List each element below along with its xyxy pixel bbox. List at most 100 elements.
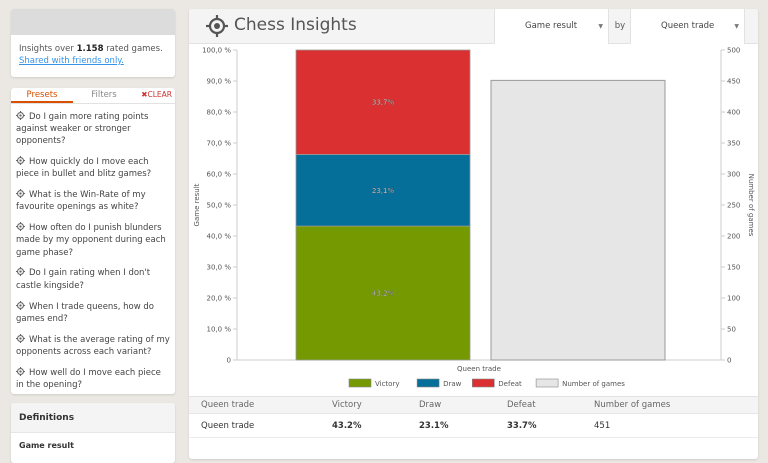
preset-question-text: What is the Win-Rate of my favourite ope…: [16, 189, 146, 213]
preset-question-text: How often do I punish blunders made by m…: [16, 223, 166, 258]
dimension-select-value: Queen trade: [661, 21, 715, 31]
y-tick-label: 90,0 %: [207, 78, 232, 86]
legend-swatch: [348, 378, 372, 388]
y2-tick-label: 500: [727, 47, 740, 55]
table-cell: Queen trade: [201, 421, 255, 431]
close-icon: ✖: [141, 90, 148, 99]
column-header[interactable]: Defeat: [507, 400, 536, 410]
chevron-down-icon: ▼: [598, 23, 603, 30]
y2-tick-label: 0: [727, 357, 731, 365]
table-row: Queen trade 43.2% 23.1% 33.7% 451: [189, 414, 758, 438]
definitions-title: Definitions: [11, 403, 175, 433]
dimension-select[interactable]: Queen trade ▼: [630, 9, 745, 44]
x-axis-title: Queen trade: [457, 365, 501, 373]
insights-summary-panel: Insights over 1.158 rated games. Shared …: [11, 9, 175, 77]
preset-question[interactable]: How often do I punish blunders made by m…: [16, 220, 170, 265]
bar-data-label: 23,1%: [372, 187, 395, 195]
summary-prefix: Insights over: [19, 44, 74, 54]
divider: [189, 396, 758, 397]
legend-label: Defeat: [498, 380, 522, 388]
target-icon: [16, 222, 25, 232]
y2-tick-label: 250: [727, 202, 740, 210]
metric-select-value: Game result: [525, 21, 578, 31]
preset-question-text: What is the average rating of my opponen…: [16, 334, 170, 357]
table-cell: 43.2%: [332, 421, 362, 431]
legend-label: Number of games: [562, 380, 625, 388]
table-header: Queen trade Victory Draw Defeat Number of ga…: [189, 397, 758, 414]
legend-label: Draw: [443, 380, 462, 388]
preset-question[interactable]: When I trade queens, how do games end?: [16, 298, 170, 331]
y2-axis-title: Number of games: [747, 174, 755, 237]
target-icon: [16, 188, 25, 198]
target-icon: [16, 300, 25, 310]
page-title: Chess Insights: [234, 15, 357, 35]
legend-swatch: [416, 378, 440, 388]
column-header[interactable]: Draw: [419, 400, 442, 410]
y-tick-label: 30,0 %: [207, 264, 232, 272]
y-axis-title: Game result: [193, 183, 201, 226]
clear-label: CLEAR: [147, 90, 173, 99]
y-tick-label: 80,0 %: [207, 109, 232, 117]
preset-question[interactable]: Do I gain more rating points against wea…: [16, 108, 170, 153]
preset-question-text: How quickly do I move each piece in bull…: [16, 156, 152, 180]
target-icon: [16, 110, 25, 120]
column-header[interactable]: Number of games: [594, 400, 671, 410]
preset-question-text: Do I gain more rating points against wea…: [16, 111, 149, 147]
y-tick-label: 40,0 %: [207, 233, 232, 241]
tab-presets[interactable]: Presets: [11, 88, 73, 103]
table-cell: 23.1%: [419, 421, 449, 431]
games-count: 1.158: [76, 44, 104, 54]
by-label: by: [614, 21, 626, 31]
preset-tabs: Presets Filters ✖CLEAR: [11, 88, 175, 104]
y2-tick-label: 200: [727, 233, 740, 241]
y2-tick-label: 350: [727, 140, 740, 148]
preset-question[interactable]: How quickly do I move each piece in bull…: [16, 153, 170, 186]
column-header[interactable]: Queen trade: [201, 400, 255, 410]
bar-defeat: [295, 49, 471, 155]
y2-tick-label: 400: [727, 109, 740, 117]
column-header[interactable]: Victory: [332, 400, 362, 410]
presets-panel: Presets Filters ✖CLEAR Do I gain more ra…: [11, 88, 175, 394]
tab-filters[interactable]: Filters: [91, 90, 117, 100]
table-body: Queen trade 43.2% 23.1% 33.7% 451: [189, 414, 758, 438]
y2-tick-label: 50: [727, 326, 736, 334]
y-tick-label: 20,0 %: [207, 295, 232, 303]
games-summary: Insights over 1.158 rated games.: [11, 35, 175, 55]
preset-question-text: Do I gain rating when I don't castle kin…: [16, 268, 151, 291]
summary-suffix: rated games.: [106, 44, 163, 54]
insights-header: Chess Insights Game result ▼ by Queen tr…: [189, 9, 758, 44]
chevron-down-icon: ▼: [734, 23, 739, 30]
y-tick-label: 50,0 %: [207, 202, 232, 210]
definition-term: Game result: [19, 441, 74, 450]
insights-main-panel: Chess Insights Game result ▼ by Queen tr…: [189, 9, 758, 459]
preset-question[interactable]: How well do I move each piece in the ope…: [16, 364, 170, 397]
target-icon: [16, 267, 25, 277]
y2-tick-label: 150: [727, 264, 740, 272]
target-icon: [16, 155, 25, 165]
bar-data-label: 43,2%: [372, 290, 395, 298]
target-icon: [16, 366, 25, 376]
preset-question[interactable]: Do I gain rating when I don't castle kin…: [16, 265, 170, 298]
summary-header: [11, 9, 175, 35]
preset-question-text: When I trade queens, how do games end?: [16, 301, 154, 324]
target-icon: [206, 15, 228, 37]
y-tick-label: 100,0 %: [202, 47, 231, 55]
target-icon: [16, 333, 25, 343]
share-setting-link[interactable]: Shared with friends only.: [19, 56, 124, 66]
table-cell: 451: [594, 421, 611, 431]
table-cell: 33.7%: [507, 421, 537, 431]
results-table: Queen trade Victory Draw Defeat Number of ga…: [189, 397, 758, 438]
preset-question-text: How well do I move each piece in the ope…: [16, 367, 161, 391]
y-tick-label: 60,0 %: [207, 171, 232, 179]
clear-button[interactable]: ✖CLEAR: [135, 88, 175, 103]
preset-question[interactable]: What is the average rating of my opponen…: [16, 331, 170, 364]
bar-victory: [295, 225, 471, 361]
y-tick-label: 70,0 %: [207, 140, 232, 148]
y2-tick-label: 450: [727, 78, 740, 86]
y2-tick-label: 100: [727, 295, 740, 303]
preset-question[interactable]: What is the Win-Rate of my favourite ope…: [16, 186, 170, 219]
metric-select[interactable]: Game result ▼: [494, 9, 609, 44]
bar-draw: [295, 154, 471, 227]
legend-swatch: [471, 378, 495, 388]
legend-label: Victory: [375, 380, 399, 388]
